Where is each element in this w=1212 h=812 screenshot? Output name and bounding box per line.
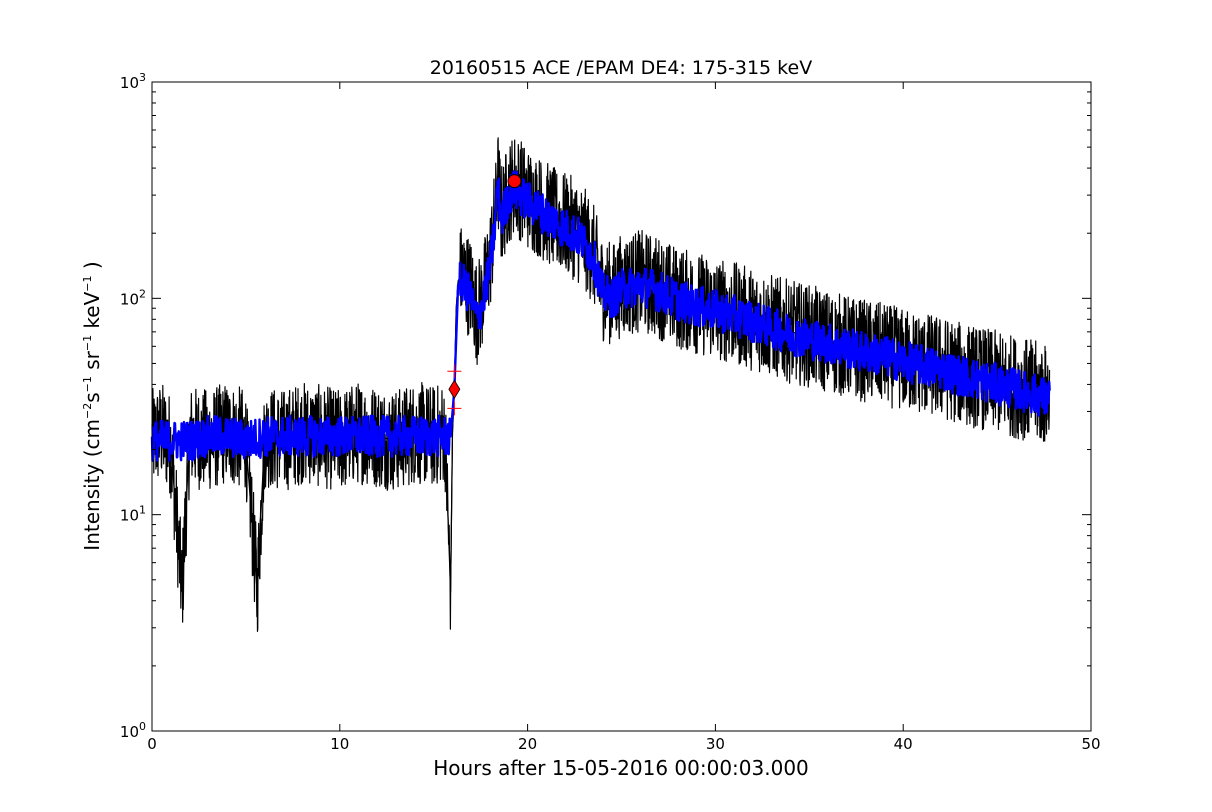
tick-label-layer: 0 10 20 30 40 50 100 101 102 103 xyxy=(120,71,1101,753)
chart-title: 20160515 ACE /EPAM DE4: 175-315 keV xyxy=(430,57,812,79)
onset-marker-diamond xyxy=(448,379,461,400)
x-axis-label: Hours after 15-05-2016 00:00:03.000 xyxy=(433,756,809,780)
x-tick-label: 30 xyxy=(706,735,725,753)
marker-layer xyxy=(447,174,522,416)
x-tick-label: 50 xyxy=(1081,735,1100,753)
y-tick-label: 103 xyxy=(120,71,146,92)
y-axis-label: Intensity (cm−2s−1 sr−1 keV−1 ) xyxy=(80,261,104,550)
x-tick-label: 20 xyxy=(518,735,537,753)
x-tick-label: 10 xyxy=(330,735,349,753)
x-tick-label: 0 xyxy=(147,735,157,753)
onset-marker-plus-1 xyxy=(447,364,462,379)
y-tick-label: 100 xyxy=(120,720,146,741)
y-tick-label: 102 xyxy=(120,287,146,308)
plot-frame xyxy=(151,81,1092,732)
series-1-line xyxy=(150,170,1051,462)
y-tick-label: 101 xyxy=(120,504,146,525)
tick-layer xyxy=(151,81,1092,732)
x-tick-label: 40 xyxy=(894,735,913,753)
onset-marker-plus-2 xyxy=(447,401,462,416)
peak-marker-circle xyxy=(507,174,522,189)
